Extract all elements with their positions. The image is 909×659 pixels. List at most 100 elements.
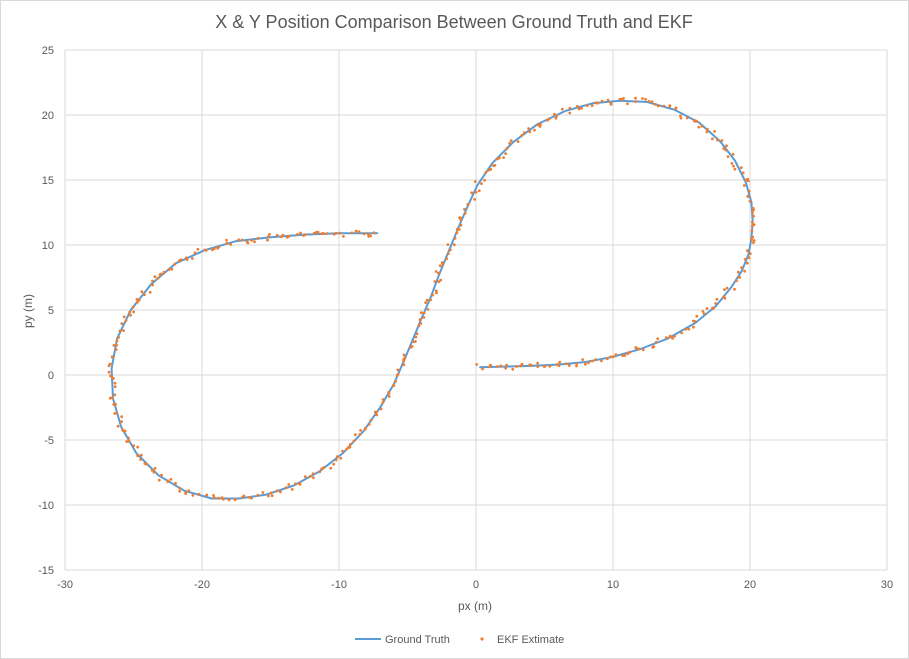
ekf-point (455, 231, 459, 235)
ekf-point (174, 481, 177, 485)
x-tick-label: -20 (194, 579, 210, 591)
ekf-point (473, 180, 477, 184)
ekf-point (705, 130, 709, 134)
ekf-point (287, 234, 291, 238)
y-tick-label: -5 (44, 435, 54, 447)
ekf-point (145, 462, 148, 466)
ekf-point (605, 357, 609, 361)
ekf-point (496, 157, 499, 161)
ekf-point (751, 207, 755, 210)
ekf-point (412, 340, 416, 344)
ekf-point (354, 229, 358, 233)
ekf-point (359, 429, 362, 432)
ekf-point (623, 354, 627, 357)
ekf-point (112, 377, 115, 380)
ekf-point (504, 366, 508, 370)
ekf-point (217, 496, 221, 500)
ekf-point (644, 97, 647, 101)
ekf-point (148, 290, 152, 294)
ekf-point (127, 436, 130, 440)
ekf-point (284, 486, 288, 490)
ekf-point (750, 238, 753, 242)
ekf-point (533, 128, 536, 132)
ekf-point (575, 364, 578, 368)
ekf-point (555, 114, 559, 118)
ekf-point (522, 131, 526, 135)
ekf-point (237, 238, 241, 242)
ekf-point (403, 356, 407, 360)
ekf-point (743, 257, 747, 261)
ekf-point (580, 106, 583, 110)
ekf-point (350, 231, 354, 235)
ekf-point (373, 410, 377, 414)
ekf-point (140, 290, 144, 294)
ekf-point (173, 262, 177, 266)
ekf-point (474, 190, 478, 194)
ekf-point (731, 152, 735, 156)
ekf-point (647, 99, 651, 103)
ekf-point (483, 178, 486, 182)
ekf-point (335, 455, 339, 458)
ekf-point (125, 440, 129, 443)
ekf-point (726, 155, 730, 159)
ekf-point (124, 319, 128, 322)
ekf-point (746, 194, 750, 198)
ekf-point (434, 289, 438, 293)
ekf-point (418, 318, 422, 322)
ekf-point (270, 494, 274, 498)
y-tick-labels: -15 -10 -5 0 5 10 15 20 25 (38, 45, 54, 577)
ekf-point (402, 359, 405, 363)
series-ground-truth (110, 99, 754, 500)
ekf-point (480, 182, 483, 186)
ekf-point (375, 413, 379, 417)
ekf-point (747, 189, 751, 193)
ekf-point (528, 130, 532, 134)
ekf-point (191, 257, 194, 260)
ekf-point (557, 364, 561, 368)
ekf-point (564, 362, 568, 366)
ekf-point (332, 462, 336, 466)
ekf-point (445, 257, 448, 261)
ekf-point (166, 480, 170, 484)
ekf-point (191, 494, 195, 497)
ekf-point (287, 483, 291, 486)
ekf-point (679, 116, 683, 120)
ekf-point (752, 241, 755, 245)
ekf-point (402, 363, 406, 367)
ekf-point (116, 424, 120, 428)
ekf-point (169, 477, 173, 481)
ekf-point (321, 232, 325, 235)
chart-title: X & Y Position Comparison Between Ground… (215, 12, 693, 32)
ekf-point (654, 340, 658, 344)
ekf-point (414, 335, 418, 339)
ekf-point (152, 470, 156, 474)
ekf-point (113, 393, 117, 397)
ekf-point (504, 152, 507, 156)
ekf-point (299, 231, 302, 235)
ekf-point (508, 141, 511, 145)
ekf-point (419, 322, 423, 325)
ekf-point (279, 235, 283, 239)
ekf-point (114, 411, 118, 415)
series-ekf-estimate (107, 96, 756, 502)
ekf-point (700, 124, 704, 128)
x-tick-label: -30 (57, 579, 73, 591)
ekf-point (357, 230, 361, 234)
ekf-point (136, 300, 139, 304)
ekf-point (459, 223, 463, 227)
ekf-point (225, 238, 228, 242)
ekf-point (425, 298, 429, 302)
ekf-point (741, 171, 745, 175)
ekf-point (151, 279, 154, 283)
ekf-point (318, 470, 322, 474)
ekf-point (590, 359, 594, 363)
ekf-point (439, 278, 443, 282)
ekf-point (227, 498, 231, 502)
ekf-point (641, 348, 645, 352)
ekf-point (122, 315, 126, 319)
ekf-point (536, 365, 540, 368)
ekf-point (253, 240, 256, 244)
ekf-point (352, 439, 356, 443)
y-tick-label: 20 (42, 110, 54, 122)
ekf-point (748, 252, 752, 256)
